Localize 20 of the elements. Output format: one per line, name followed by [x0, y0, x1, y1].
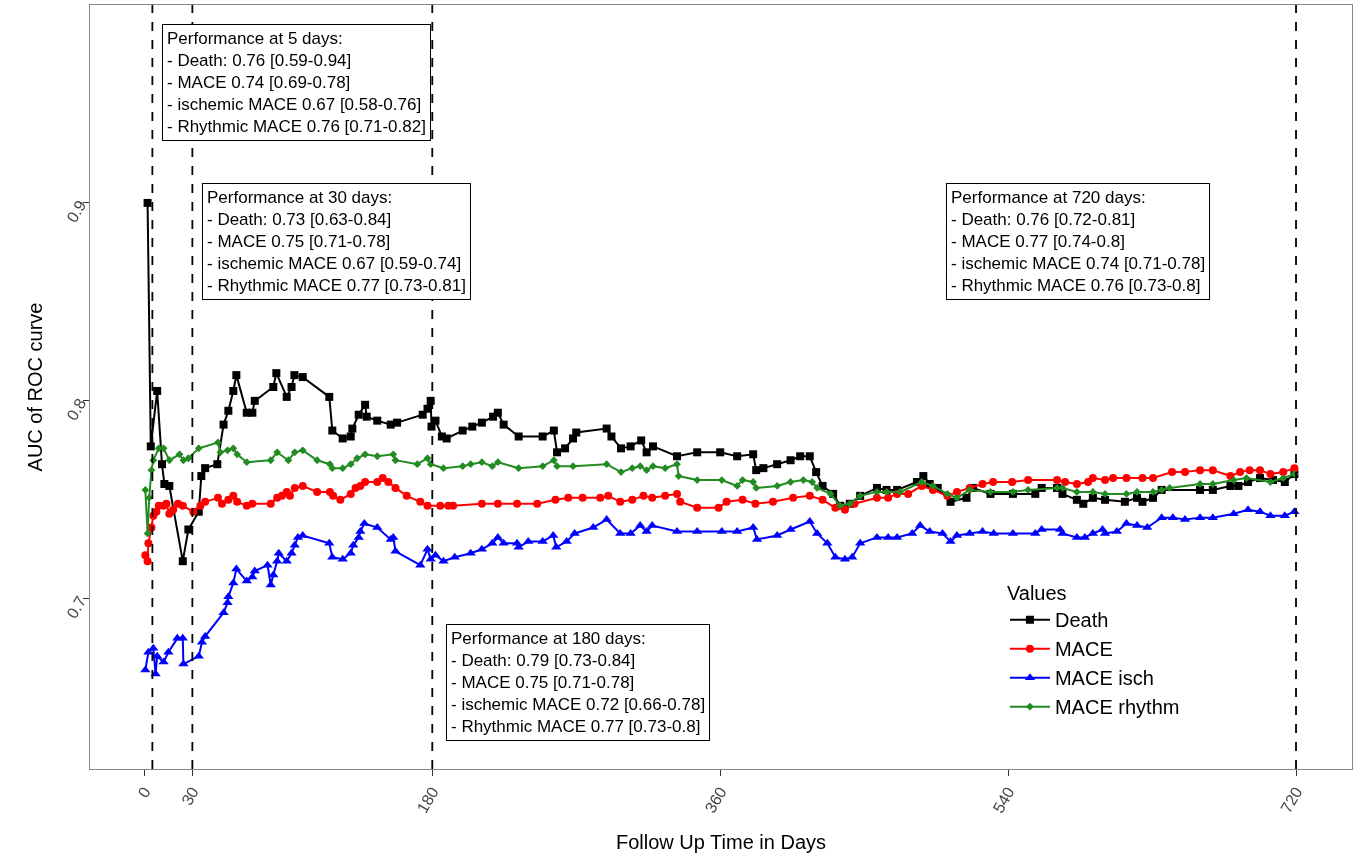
x-tick-label: 360 [701, 784, 730, 816]
x-tick-label: 180 [413, 784, 442, 816]
y-tick-label: 0.9 [63, 197, 90, 226]
annotation: Performance at 30 days: - Death: 0.73 [0.63-0.84] - MACE 0.75 [0.71-0.78] - ischemic MACE 0.67 [0.59-0.74] - Rhythmic MACE 0.77 [0.73-0.81] [207, 188, 466, 296]
x-tick-label: 720 [1277, 784, 1306, 816]
x-tick-label: 0 [134, 784, 154, 801]
legend-label: MACE [1054, 638, 1113, 661]
annotation: Performance at 720 days: - Death: 0.76 [0.72-0.81] - MACE 0.77 [0.74-0.8] - ischemic MACE 0.74 [0.71-0.78] - Rhythmic MACE 0.76 [0.73-0.8] [951, 188, 1206, 296]
y-axis-title: AUC of ROC curve [23, 302, 46, 472]
annotation: Performance at 180 days: - Death: 0.79 [0.73-0.84] - MACE 0.75 [0.71-0.78] - ischemic MACE 0.72 [0.66-0.78] - Rhythmic MACE 0.77 [0.73-0.8] [451, 629, 706, 737]
y-tick-label: 0.7 [63, 593, 90, 622]
y-tick-label: 0.8 [63, 395, 90, 424]
x-tick-label: 540 [989, 784, 1018, 816]
legend-label: MACE rhythm [1054, 696, 1180, 719]
x-tick-label: 30 [178, 784, 202, 809]
legend-label: MACE isch [1054, 667, 1154, 690]
legend-title: Values [1006, 582, 1067, 605]
x-axis-title: Follow Up Time in Days [615, 831, 827, 854]
annotation: Performance at 5 days: - Death: 0.76 [0.59-0.94] - MACE 0.74 [0.69-0.78] - ischemic MACE 0.67 [0.58-0.76] - Rhythmic MACE 0.76 [0.71-0.82] [167, 29, 426, 137]
legend-label: Death [1054, 609, 1109, 632]
